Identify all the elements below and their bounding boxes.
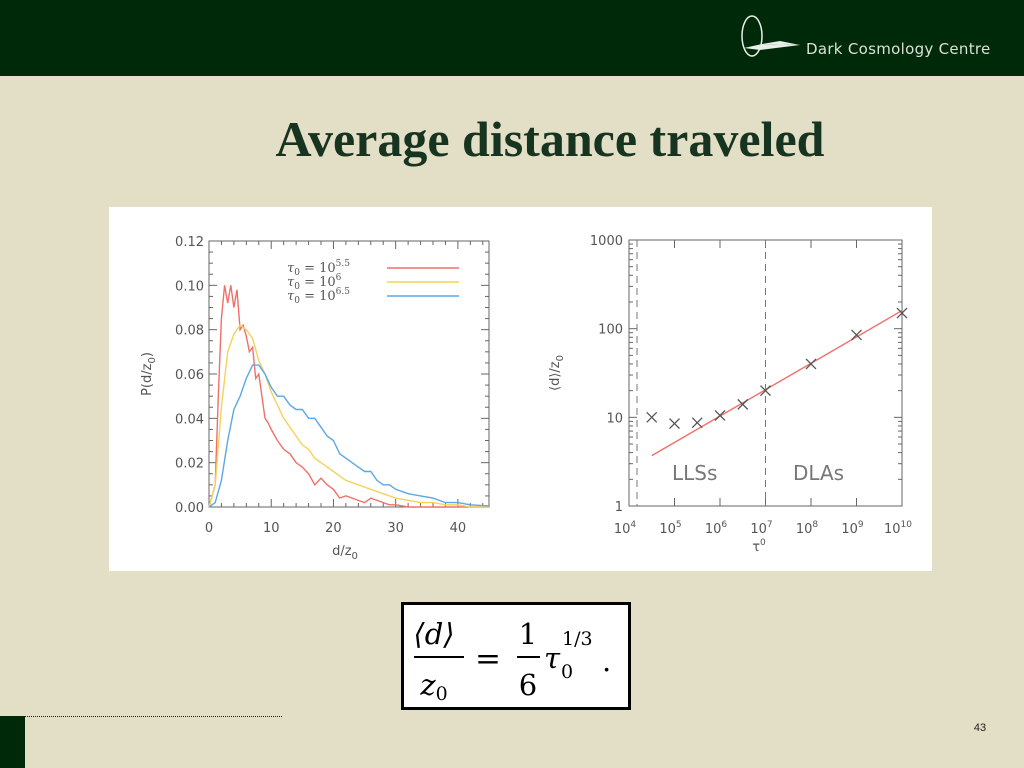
left-legend-label-0: τ0 = 105.5 — [287, 259, 350, 278]
right-data-point-stroke — [760, 385, 771, 397]
left-x-tick-label: 40 — [450, 521, 467, 536]
left-chart: 0 10 20 30 40 0.00 0.02 0.04 0.06 0.08 0.10 0.12 τ0… — [140, 235, 490, 562]
right-data-point-stroke — [805, 358, 817, 370]
right-x-tick-label: 104 — [614, 520, 637, 537]
left-y-tick-label: 0.00 — [175, 501, 204, 516]
left-plot-frame — [208, 240, 490, 508]
left-y-tick-label: 0.04 — [175, 412, 204, 427]
right-x-tick-label: 1010 — [884, 520, 912, 537]
left-y-tick-label: 0.10 — [175, 279, 204, 294]
formula-tau-exp: 1/3 — [562, 628, 593, 650]
right-fit-line — [651, 309, 903, 457]
left-y-tick-label: 0.12 — [175, 235, 204, 250]
left-series-line-0 — [208, 285, 489, 508]
formula-six: 6 — [519, 668, 537, 702]
right-data-point — [805, 358, 817, 370]
page-number: 43 — [973, 722, 987, 734]
left-y-axis-label: P(d/z0) — [140, 352, 158, 396]
right-y-tick-label: 1000 — [590, 234, 623, 249]
right-y-axis-label: ⟨d⟩/z0 — [548, 355, 566, 391]
right-data-point — [760, 385, 771, 397]
right-data-point — [737, 398, 749, 410]
left-x-tick-label: 10 — [263, 521, 280, 536]
formula-numerator: ⟨d⟩ — [413, 617, 454, 651]
formula-one: 1 — [519, 617, 537, 651]
left-y-tick-label: 0.02 — [175, 457, 204, 472]
left-series-line-2 — [208, 364, 490, 508]
left-x-tick-label: 30 — [387, 521, 404, 536]
formula-equals: = — [475, 641, 501, 677]
right-data-point-stroke — [714, 409, 726, 421]
right-region-lines — [636, 240, 766, 506]
right-data-point-stroke — [691, 417, 703, 429]
right-y-tick-label: 100 — [598, 323, 623, 338]
right-x-tick-label: 108 — [796, 520, 819, 537]
left-legend-label-1: τ0 = 106 — [287, 273, 342, 292]
formula-tau: τ — [544, 641, 561, 675]
left-y-tick-label: 0.08 — [175, 324, 204, 339]
right-data-point-stroke — [851, 329, 862, 341]
right-x-tick-label: 106 — [705, 520, 728, 537]
right-data-point — [896, 307, 908, 319]
right-y-tick-label: 10 — [606, 411, 623, 426]
right-data-point — [851, 329, 862, 341]
region-label-dlas: DLAs — [793, 461, 844, 485]
right-y-tick-label: 1 — [615, 500, 623, 515]
right-data-point-stroke — [669, 418, 680, 430]
right-chart: 104 105 106 107 108 109 1010 1 10 100 1000 LLSs DL… — [548, 234, 912, 555]
left-x-tick-label: 20 — [325, 521, 342, 536]
right-data-point-stroke — [896, 307, 908, 319]
dcc-logo-icon — [741, 15, 800, 57]
slide-title: Average distance traveled — [275, 111, 825, 167]
region-label-llss: LLSs — [672, 461, 717, 485]
formula-tau-sub: 0 — [561, 661, 573, 683]
right-fit-line — [651, 309, 903, 457]
right-data-point — [714, 409, 726, 421]
left-series-line-1 — [208, 324, 489, 508]
right-x-tick-label: 109 — [841, 520, 864, 537]
right-data-point — [669, 418, 680, 430]
header-bar: Dark Cosmology Centre — [0, 0, 1024, 76]
left-legend-label-2: τ0 = 106.5 — [287, 287, 350, 306]
right-data-point — [691, 417, 703, 429]
figure-panel: 0 10 20 30 40 0.00 0.02 0.04 0.06 0.08 0.10 0.12 τ0… — [109, 207, 932, 571]
left-y-tick-label: 0.06 — [175, 368, 204, 383]
formula-box: ⟨d⟩ z0 = 1 6 τ 0 1/3 . — [401, 602, 631, 710]
right-data-point-stroke — [646, 411, 658, 423]
right-x-tick-label: 105 — [659, 520, 681, 537]
left-ticks: 0 10 20 30 40 0.00 0.02 0.04 0.06 0.08 0.10 0.12 — [175, 235, 489, 536]
footer-divider — [25, 716, 282, 717]
formula-denominator: z0 — [419, 668, 447, 705]
footer-bar — [0, 716, 25, 768]
logo-text: Dark Cosmology Centre — [806, 40, 991, 58]
right-points — [646, 307, 908, 430]
right-data-point — [646, 411, 658, 423]
left-lines — [208, 285, 490, 508]
formula-period: . — [602, 644, 611, 678]
right-x-tick-label: 107 — [750, 520, 772, 537]
right-ticks: 104 105 106 107 108 109 1010 1 10 100 1000 — [590, 234, 912, 537]
right-x-axis-label: τ0 — [752, 538, 766, 555]
right-data-point-stroke — [737, 398, 749, 410]
left-x-tick-label: 0 — [205, 521, 213, 536]
left-x-axis-label: d/z0 — [332, 544, 358, 562]
